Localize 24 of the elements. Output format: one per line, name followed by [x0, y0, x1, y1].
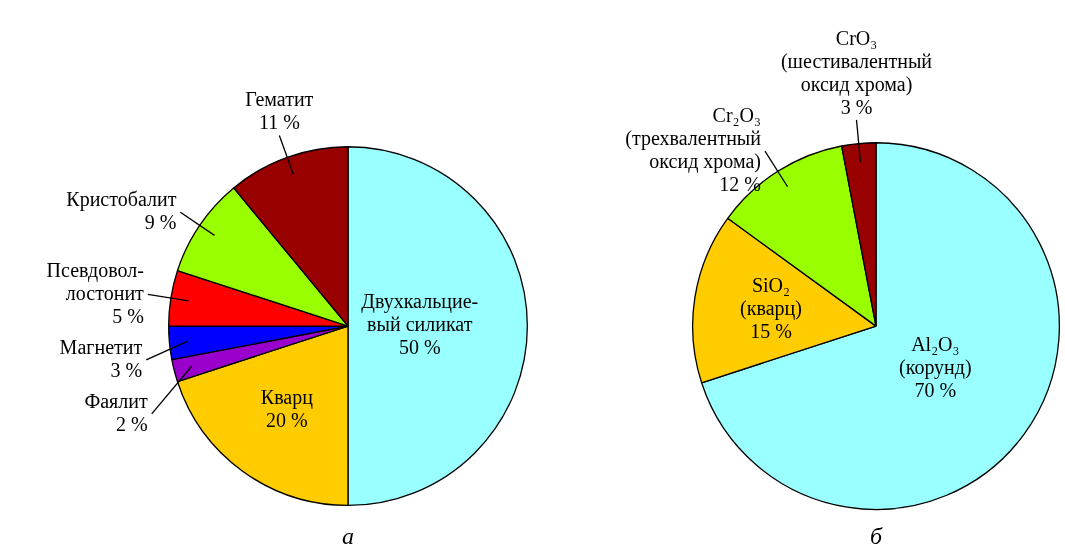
- slice-label: Cr₂O₃ (трехвалентный оксид хрома): [625, 103, 762, 173]
- slice-label: Двухкальцие- вый силикат: [361, 290, 479, 336]
- slice-label: Гематит: [245, 88, 314, 111]
- data-label: 2 %: [116, 412, 148, 435]
- slice-label: Магнетит: [59, 335, 143, 358]
- data-label: 3 %: [110, 358, 143, 381]
- data-label: 70 %: [914, 379, 957, 402]
- slice-label: Фаялит: [84, 389, 148, 412]
- slice-label: SiO₂ (кварц): [740, 273, 802, 320]
- data-label: 15 %: [750, 319, 792, 342]
- data-label: 11 %: [258, 111, 300, 134]
- data-label: 20 %: [266, 409, 308, 432]
- text: б: [869, 522, 883, 549]
- slice-label: Al₂O₃ (корунд): [899, 333, 972, 380]
- data-label: 5 %: [112, 304, 144, 327]
- slice-label: Кварц: [260, 386, 314, 410]
- slice-label: Псевдовол- лостонит: [46, 258, 145, 304]
- slice-label: Кристобалит: [66, 187, 177, 211]
- data-label: 50 %: [398, 336, 441, 359]
- text: а: [342, 522, 354, 549]
- data-label: 3 %: [840, 95, 873, 118]
- data-label: 9 %: [144, 210, 177, 233]
- data-label: 12 %: [719, 172, 761, 195]
- slice-label: CrO₃ (шестивалентный оксид хрома): [780, 26, 933, 96]
